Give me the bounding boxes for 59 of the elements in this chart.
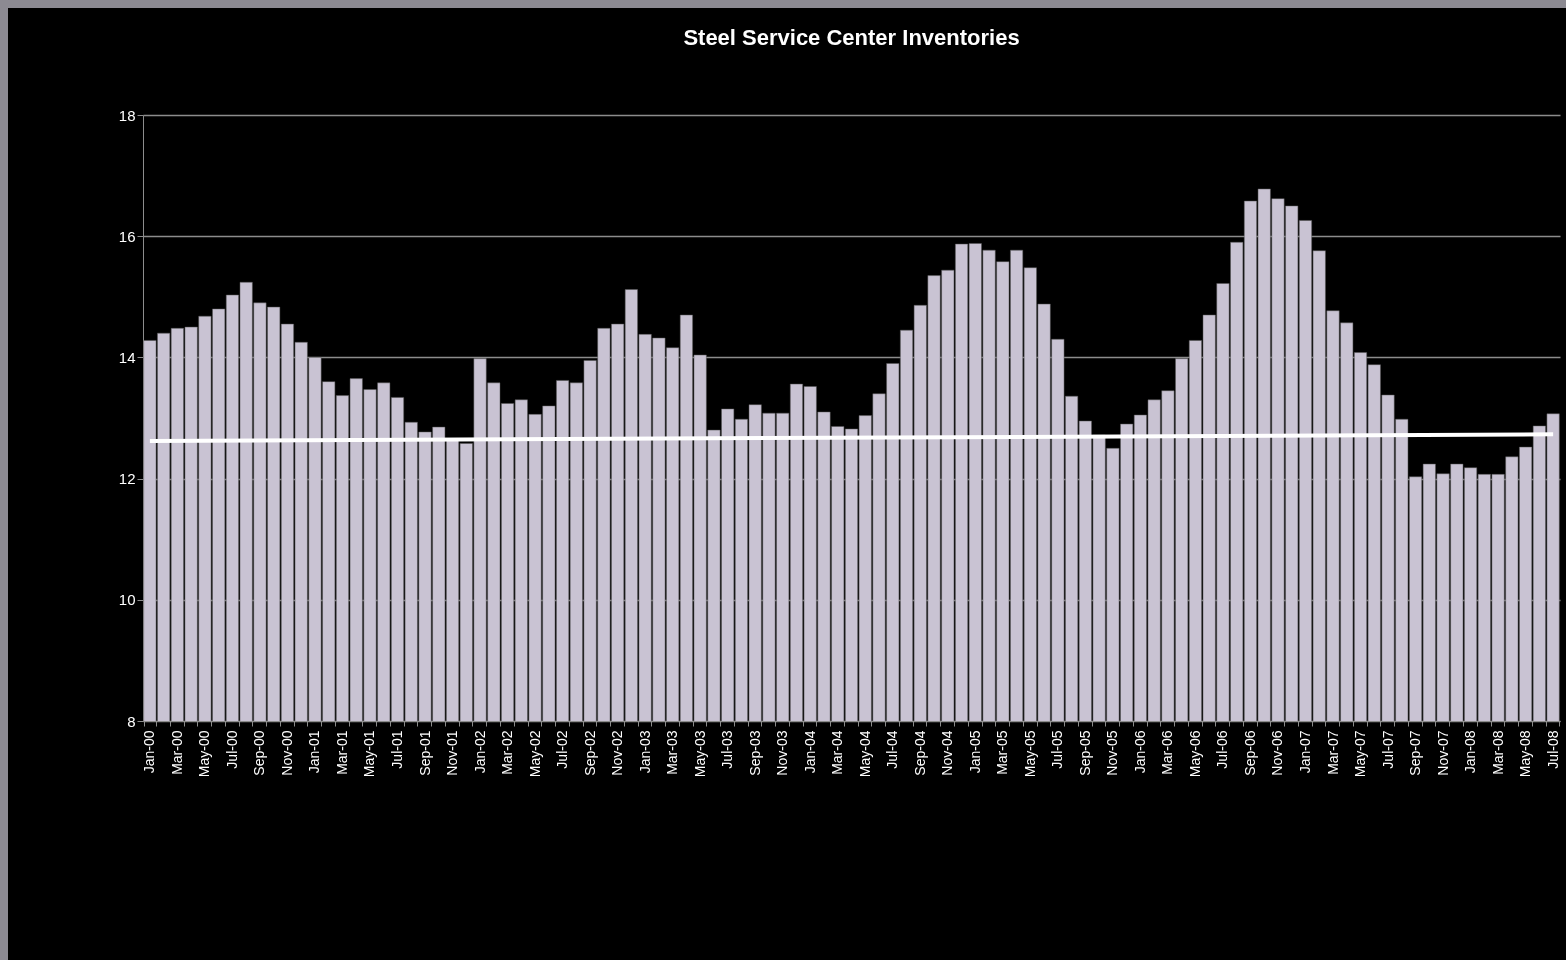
- x-tick-label: May-03: [691, 730, 708, 778]
- x-tick-label: May-06: [1186, 730, 1203, 778]
- y-tick-label: 10: [118, 591, 136, 609]
- x-tick-label: Jan-06: [1131, 730, 1148, 774]
- x-tick-label: Nov-01: [444, 730, 461, 776]
- x-tick-label: Nov-02: [609, 730, 626, 776]
- x-tick-label: Nov-03: [774, 730, 791, 776]
- x-tick-label: Jul-04: [884, 730, 901, 769]
- x-tick-label: Mar-00: [168, 730, 185, 775]
- x-tick-label: Jul-02: [554, 730, 571, 769]
- x-tick-label: May-01: [361, 730, 378, 778]
- x-tick-label: May-02: [526, 730, 543, 778]
- x-tick-label: Mar-02: [499, 730, 516, 775]
- x-tick-label: May-07: [1352, 730, 1369, 778]
- x-tick-label: Mar-05: [994, 730, 1011, 775]
- x-tick-label: Jan-07: [1296, 730, 1313, 774]
- y-tick-label: 8: [127, 712, 136, 730]
- x-tick-label: Mar-03: [664, 730, 681, 775]
- x-tick-label: Nov-06: [1269, 730, 1286, 776]
- x-tick-label: Sep-00: [251, 730, 268, 776]
- x-tick-label: Sep-03: [746, 730, 763, 776]
- x-tick-label: Jul-06: [1214, 730, 1231, 769]
- x-tick-label: Jan-08: [1462, 730, 1479, 774]
- x-tick-label: Jul-03: [719, 730, 736, 769]
- x-tick-label: Mar-04: [829, 730, 846, 775]
- x-tick-label: Nov-07: [1434, 730, 1451, 776]
- x-tick-label: Jul-00: [223, 730, 240, 769]
- x-tick-label: May-08: [1517, 730, 1534, 778]
- x-tick-label: Sep-06: [1241, 730, 1258, 776]
- x-tick-label: May-05: [1021, 730, 1038, 778]
- x-tick-label: Jul-08: [1544, 730, 1561, 769]
- y-tick-label: 12: [118, 470, 136, 488]
- x-tick-label: Nov-05: [1104, 730, 1121, 776]
- x-tick-label: Jul-07: [1379, 730, 1396, 769]
- x-tick-label: Jul-05: [1049, 730, 1066, 769]
- x-tick-label: Mar-07: [1324, 730, 1341, 775]
- x-tick-label: Jan-04: [801, 730, 818, 774]
- x-tick-label: Jul-01: [389, 730, 406, 769]
- x-tick-label: Sep-04: [911, 730, 928, 776]
- x-tick-label: Jan-02: [471, 730, 488, 774]
- x-tick-label: May-04: [856, 730, 873, 778]
- x-tick-label: Jan-00: [141, 730, 158, 774]
- x-tick-label: Jan-03: [636, 730, 653, 774]
- x-tick-label: Sep-05: [1076, 730, 1093, 776]
- x-tick-label: Jan-05: [966, 730, 983, 774]
- x-tick-label: Mar-06: [1159, 730, 1176, 775]
- x-tick-label: Nov-04: [939, 730, 956, 776]
- y-tick-label: 16: [118, 227, 136, 245]
- x-tick-label: Nov-00: [278, 730, 295, 776]
- x-tick-label: Mar-01: [333, 730, 350, 775]
- x-tick-label: Sep-01: [416, 730, 433, 776]
- x-tick-label: Mar-08: [1489, 730, 1506, 775]
- x-tick-label: Sep-07: [1407, 730, 1424, 776]
- x-tick-label: Jan-01: [306, 730, 323, 774]
- chart-title: Steel Service Center Inventories: [683, 25, 1020, 50]
- x-tick-label: May-00: [196, 730, 213, 778]
- y-tick-label: 14: [118, 348, 136, 366]
- x-tick-label: Sep-02: [581, 730, 598, 776]
- y-tick-label: 18: [118, 106, 136, 124]
